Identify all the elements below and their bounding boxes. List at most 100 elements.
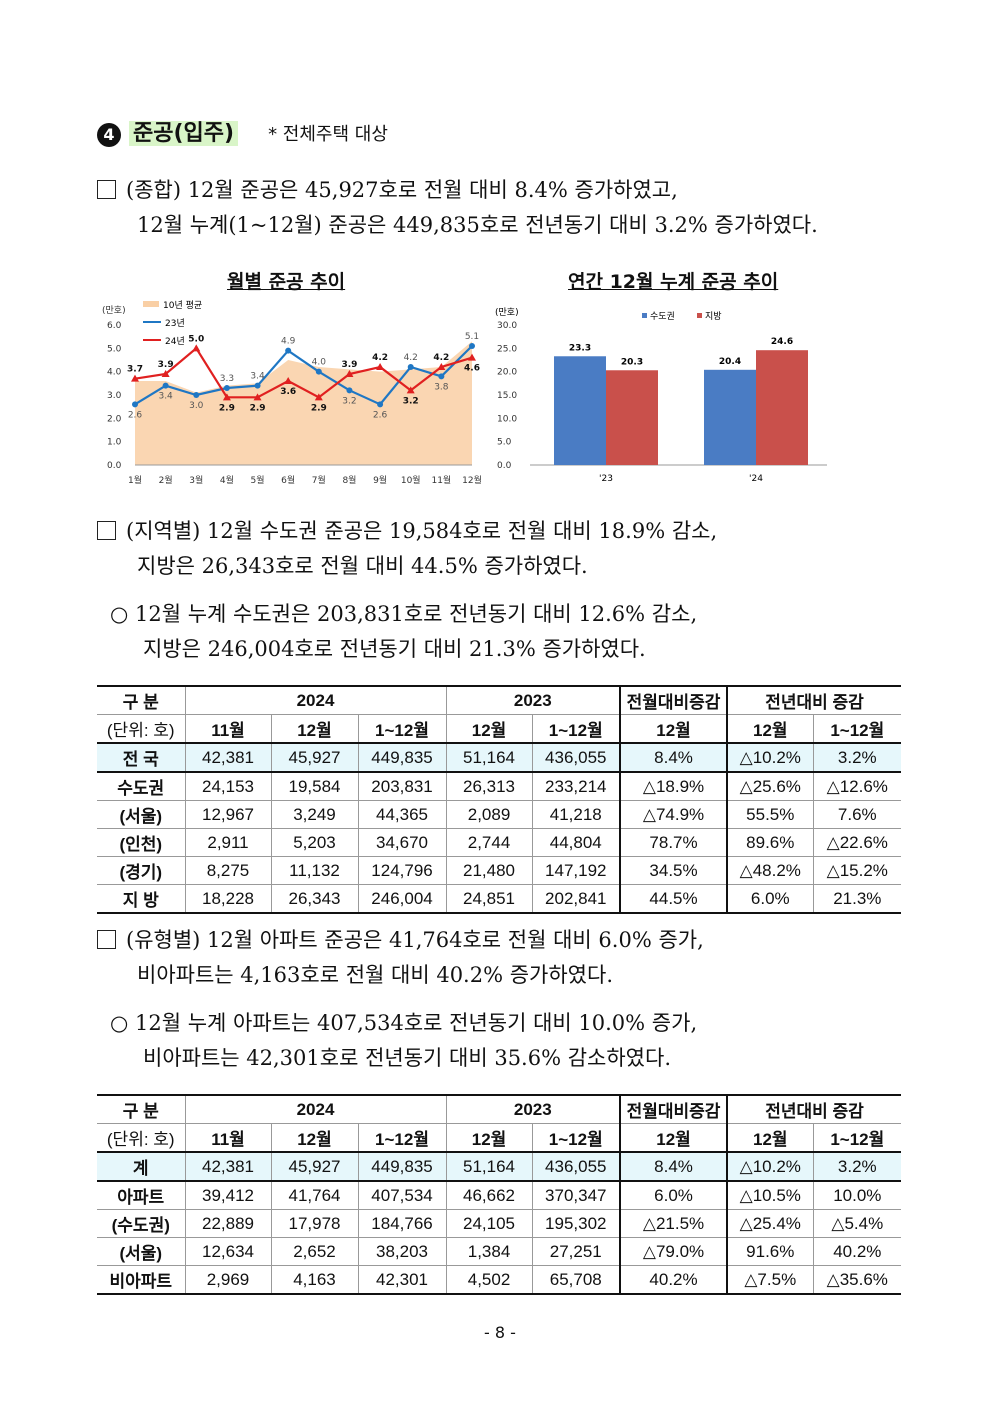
- table-cell: 42,301: [357, 1265, 447, 1295]
- data-label: 3.9: [158, 360, 174, 370]
- header-cell: 2024: [184, 685, 447, 715]
- table-cell: △10.5%: [726, 1180, 814, 1210]
- data-point: [222, 393, 231, 401]
- row-label: (서울): [97, 800, 186, 829]
- unit-label: (만호): [102, 305, 126, 316]
- data-label: 4.2: [372, 353, 388, 363]
- table-cell: 7.6%: [812, 800, 902, 829]
- x-tick-label: 9월: [373, 474, 387, 486]
- y-tick-label: 1.0: [107, 438, 122, 448]
- data-point: [161, 370, 170, 377]
- row-label: (서울): [97, 1237, 186, 1266]
- data-point: [315, 368, 322, 375]
- table-cell: 6.0%: [726, 884, 814, 914]
- data-label: 23.3: [569, 343, 591, 353]
- text-line: 지방은 26,343호로 전월 대비 44.5% 증가하였다.: [137, 554, 588, 578]
- series-line-23년: [134, 345, 473, 406]
- para-region: (지역별) 12월 수도권 준공은 19,584호로 전월 대비 18.9% 감…: [97, 514, 717, 584]
- header-cell: 12월: [726, 1123, 814, 1153]
- x-tick-label: 8월: [342, 474, 356, 486]
- y-tick-label: 4.0: [107, 368, 122, 378]
- table-cell: 436,055: [531, 742, 622, 773]
- header-cell: 1~12월: [531, 714, 622, 744]
- table-cell: 8,275: [184, 856, 272, 885]
- header-cell: 2024: [184, 1094, 447, 1124]
- table-cell: △48.2%: [726, 856, 814, 885]
- header-cell: 1~12월: [812, 1123, 902, 1153]
- table-cell: 21,480: [445, 856, 533, 885]
- header-cell: 12월: [445, 714, 533, 744]
- table-cell: 19,584: [270, 771, 359, 801]
- table-cell: 24,153: [184, 771, 272, 801]
- x-tick-label: '23: [599, 474, 613, 484]
- data-point: [192, 344, 201, 352]
- data-label: 2.9: [219, 403, 235, 413]
- header-cell: 12월: [270, 1123, 359, 1153]
- table-cell: 246,004: [357, 884, 447, 914]
- checkbox-bullet-icon: [97, 180, 116, 199]
- y-tick-label: 5.0: [107, 344, 122, 354]
- table-cell: 124,796: [357, 856, 447, 885]
- monthly-line-chart: (만호) 0.0 1.0 2.0 3.0 4.0 5.0 6.0 1월 2월 3월 4월 5월 6월 7월 8…: [102, 300, 482, 486]
- table-cell: 147,192: [531, 856, 622, 885]
- table-cell: 436,055: [531, 1151, 622, 1182]
- header-cell: 12월: [619, 714, 729, 744]
- data-label: 3.3: [220, 374, 234, 384]
- table-cell: 45,927: [270, 742, 359, 773]
- header-cell: 12월: [445, 1123, 533, 1153]
- legend-label: 23년: [165, 318, 185, 329]
- header-cell: 구 분: [97, 1094, 186, 1124]
- table-cell: 11,132: [270, 856, 359, 885]
- table-cell: △21.5%: [619, 1209, 729, 1238]
- table-cell: 5,203: [270, 828, 359, 857]
- text-line: (유형별) 12월 아파트 준공은 41,764호로 전월 대비 6.0% 증가…: [126, 928, 704, 952]
- header-cell: 1~12월: [531, 1123, 622, 1153]
- data-label: 3.6: [280, 387, 296, 397]
- legend-label: 24년: [165, 336, 185, 347]
- table-cell: 12,967: [184, 800, 272, 829]
- table-cell: 2,089: [445, 800, 533, 829]
- y-tick-label: 25.0: [497, 344, 517, 354]
- table-cell: 184,766: [357, 1209, 447, 1238]
- row-label: 지 방: [97, 884, 186, 914]
- data-point: [253, 393, 262, 401]
- header-cell: 전년대비 증감: [726, 685, 902, 715]
- table-cell: 449,835: [357, 742, 447, 773]
- header-cell: 1~12월: [812, 714, 902, 744]
- table-cell: 3,249: [270, 800, 359, 829]
- y-tick-label: 0.0: [497, 461, 512, 471]
- checkbox-bullet-icon: [97, 930, 116, 949]
- legend-label: 지방: [705, 311, 722, 322]
- table-cell: 38,203: [357, 1237, 447, 1266]
- para-summary: (종합) 12월 준공은 45,927호로 전월 대비 8.4% 증가하였고, 1…: [97, 173, 818, 243]
- table-cell: 195,302: [531, 1209, 622, 1238]
- bar-수도권: [704, 369, 756, 465]
- table-cell: 8.4%: [619, 742, 729, 773]
- type-table: 구 분 2024 2023 전월대비증감 전년대비 증감 (단위: 호) 11월 12월 1~1…: [97, 1094, 902, 1295]
- table-cell: 2,911: [184, 828, 272, 857]
- table-cell: 21.3%: [812, 884, 902, 914]
- text-line: 비아파트는 4,163호로 전월 대비 40.2% 증가하였다.: [137, 963, 614, 987]
- table-cell: △25.6%: [726, 771, 814, 801]
- annual-bar-chart: (만호) 0.0 5.0 10.0 15.0 20.0 25.0 30.0 23.3 20.3 '2…: [495, 307, 827, 484]
- data-label: 3.2: [342, 396, 356, 406]
- row-label: 계: [97, 1151, 186, 1182]
- data-label: 3.8: [434, 382, 449, 392]
- x-tick-label: 11월: [431, 474, 451, 486]
- table-cell: △5.4%: [812, 1209, 902, 1238]
- data-label: 4.0: [312, 358, 327, 368]
- data-point: [377, 401, 384, 408]
- table-row: 지 방 18,228 26,343 246,004 24,851 202,841 44.5%…: [97, 884, 902, 914]
- table-cell: 449,835: [357, 1151, 447, 1182]
- data-label: 20.3: [621, 357, 643, 367]
- table-cell: 407,534: [357, 1180, 447, 1210]
- y-tick-label: 6.0: [107, 321, 122, 331]
- table-cell: 202,841: [531, 884, 622, 914]
- para-region-cumulative: ○ 12월 누계 수도권은 203,831호로 전년동기 대비 12.6% 감소…: [110, 597, 697, 667]
- table-cell: 42,381: [184, 1151, 272, 1182]
- table-cell: 44.5%: [619, 884, 729, 914]
- data-label: 3.2: [403, 396, 419, 406]
- section-title: 준공(입주): [129, 121, 239, 146]
- row-label: (인천): [97, 828, 186, 857]
